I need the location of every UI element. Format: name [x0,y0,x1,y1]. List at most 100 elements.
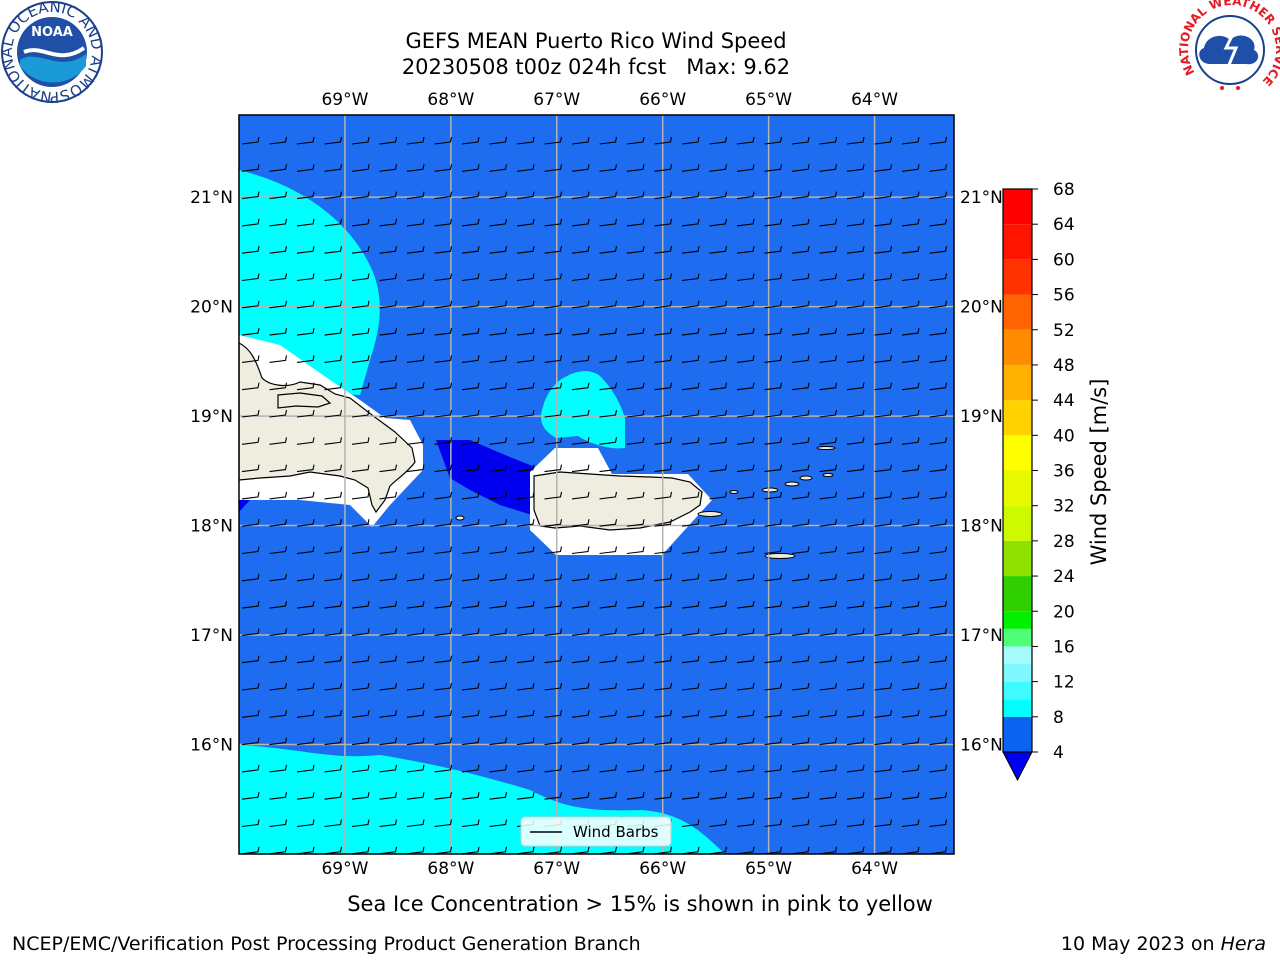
wind-barb [516,600,535,609]
colorbar-segment [1003,329,1032,365]
wind-barb [351,792,370,800]
wind-barb [874,710,893,718]
wind-barb [654,218,673,227]
wind-barb [654,409,673,418]
wind-barb [681,437,700,445]
wind-barb [379,382,398,391]
wind-barb [819,546,838,555]
wind-barb [654,546,673,555]
wind-barb [241,600,260,609]
wind-barb [241,164,260,172]
wind-barb [626,300,645,309]
wind-barb [434,409,453,418]
wind-barb [791,764,810,773]
wind-barb [379,819,398,828]
wind-barb [599,300,618,309]
wind-barb [901,846,920,854]
wind-barb [846,218,865,227]
wind-barb [626,191,645,200]
wind-barb [406,764,425,773]
wind-barb [599,164,618,172]
wind-barb [406,737,425,746]
wind-contour-below-4-west-edge [239,500,250,512]
wind-barb [461,491,480,500]
wind-barb [324,819,343,828]
wind-barb [736,764,755,773]
colorbar-tick-label: 40 [1053,426,1075,446]
wind-barb [516,846,535,854]
wind-barb [819,600,838,609]
wind-barb [406,218,425,227]
wind-barb [736,573,755,582]
colorbar-tick-label: 48 [1053,356,1075,376]
wind-barb [654,382,673,391]
wind-barb [901,300,920,309]
wind-barb [626,764,645,773]
wind-barb [709,218,728,227]
wind-barb [709,246,728,254]
wind-barb [324,246,343,254]
wind-barb [626,164,645,172]
wind-barb [489,218,508,227]
colorbar-segment [1003,224,1032,260]
wind-barb [681,600,700,609]
wind-barb [571,491,590,500]
longitude-tick-label: 64°W [851,90,898,110]
wind-barb [324,764,343,773]
wind-barb [351,300,370,309]
wind-barb [709,409,728,418]
wind-barb [296,300,315,309]
wind-barb [901,327,920,336]
wind-barb [709,600,728,609]
wind-barb [819,164,838,172]
wind-barb [901,655,920,664]
wind-barb [736,327,755,336]
wind-barb [571,191,590,200]
colorbar-segment [1003,505,1032,541]
wind-barb [819,136,838,145]
wind-barb [571,300,590,309]
wind-barb [434,600,453,609]
wind-barb [599,792,618,800]
wind-barb [269,355,288,363]
wind-barb [379,246,398,254]
latitude-tick-label: 18°N [190,517,233,537]
wind-barb [379,573,398,582]
wind-barb [626,573,645,582]
colorbar-segment [1003,646,1032,665]
wind-barb [571,628,590,636]
wind-barb [681,464,700,473]
wind-barb [516,655,535,664]
wind-barb [379,764,398,773]
wind-barb [764,136,783,145]
wind-barb [791,737,810,746]
wind-barb [324,355,343,363]
wind-barb [296,437,315,445]
colorbar-tick-label: 56 [1053,286,1075,306]
wind-barb [241,764,260,773]
wind-barb [819,300,838,309]
wind-barb [406,546,425,555]
wind-barb [434,327,453,336]
wind-barb [544,491,563,500]
wind-barb [681,164,700,172]
wind-barb [379,682,398,691]
wind-barb [351,573,370,582]
wind-barb [241,273,260,282]
wind-barb [874,682,893,691]
wind-barb [764,573,783,582]
wind-barb [929,710,948,718]
wind-barb [489,300,508,309]
wind-barb [406,136,425,145]
wind-barb [324,191,343,200]
wind-barb [626,355,645,363]
wind-barb [901,273,920,282]
wind-barb [681,300,700,309]
wind-barb [571,710,590,718]
wind-barb [929,382,948,391]
wind-barb [571,273,590,282]
wind-barb [269,600,288,609]
wind-barb [764,164,783,172]
wind-barb [599,464,618,473]
wind-barb [241,409,260,418]
